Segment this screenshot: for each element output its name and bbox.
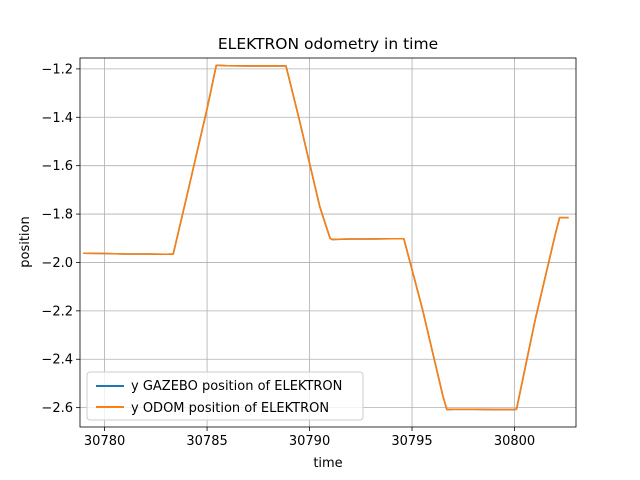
x-axis-ticks: 30780 30785 30790 30795 30800 <box>84 427 535 449</box>
x-tick-label: 30795 <box>391 434 432 449</box>
y-axis-label: position <box>18 216 33 268</box>
plot-frame <box>79 57 577 428</box>
y-tick-label: −1.2 <box>41 62 73 77</box>
y-tick-label: −2.2 <box>41 304 73 319</box>
y-tick-label: −2.4 <box>41 353 73 368</box>
y-tick-label: −1.6 <box>41 159 73 174</box>
y-tick-label: −1.4 <box>41 111 73 126</box>
series-line-odom <box>83 64 569 411</box>
legend-label-odom: y ODOM position of ELEKTRON <box>131 401 329 416</box>
x-tick-label: 30780 <box>84 434 125 449</box>
plot-background <box>80 58 576 427</box>
y-tick-label: −1.8 <box>41 208 73 223</box>
legend-box <box>86 371 364 421</box>
series-lines <box>83 64 569 411</box>
legend-label-gazebo: y GAZEBO position of ELEKTRON <box>131 379 342 394</box>
legend: y GAZEBO position of ELEKTRON y ODOM pos… <box>86 371 364 421</box>
y-tick-label: −2.6 <box>41 401 73 416</box>
x-tick-label: 30800 <box>494 434 535 449</box>
y-axis-ticks: −1.2 −1.4 −1.6 −1.8 −2.0 −2.2 −2.4 −2.6 <box>41 62 80 416</box>
x-axis-label: time <box>313 456 342 471</box>
x-tick-label: 30785 <box>186 434 227 449</box>
plot-area <box>79 57 577 428</box>
chart-title: ELEKTRON odometry in time <box>218 35 438 53</box>
x-tick-label: 30790 <box>289 434 330 449</box>
y-tick-label: −2.0 <box>41 256 73 271</box>
